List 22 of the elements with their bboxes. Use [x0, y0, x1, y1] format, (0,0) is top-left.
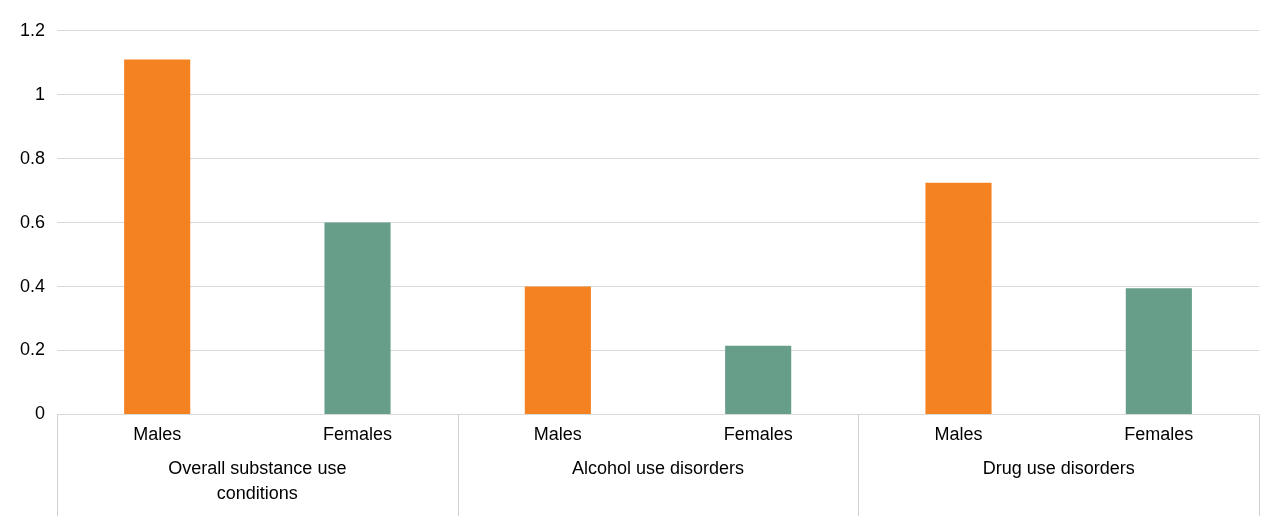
y-tick-label: 0.6 — [19, 211, 46, 232]
y-tick-label: 0 — [35, 403, 46, 424]
bar — [524, 286, 591, 414]
bar — [1125, 288, 1192, 414]
text: Overall substance use conditions — [168, 458, 347, 504]
x-tick-label: Males — [133, 424, 182, 445]
y-tick-label: 0.8 — [19, 147, 46, 168]
x-tick-label: Females — [1124, 424, 1194, 445]
y-tick-label: 1 — [35, 83, 46, 104]
bar — [925, 182, 992, 414]
bar — [725, 345, 792, 414]
x-tick-label: Females — [723, 424, 793, 445]
y-tick-label: 1.2 — [19, 19, 46, 40]
bar — [124, 59, 191, 414]
x-tick-label: Males — [934, 424, 983, 445]
y-tick-label: 0.4 — [19, 275, 46, 296]
y-tick-label: 0.2 — [19, 339, 46, 360]
bar — [324, 222, 391, 414]
x-tick-label: Males — [533, 424, 582, 445]
text: Drug use disorders — [982, 458, 1135, 479]
x-tick-label: Females — [323, 424, 393, 445]
text: Alcohol use disorders — [571, 458, 745, 479]
